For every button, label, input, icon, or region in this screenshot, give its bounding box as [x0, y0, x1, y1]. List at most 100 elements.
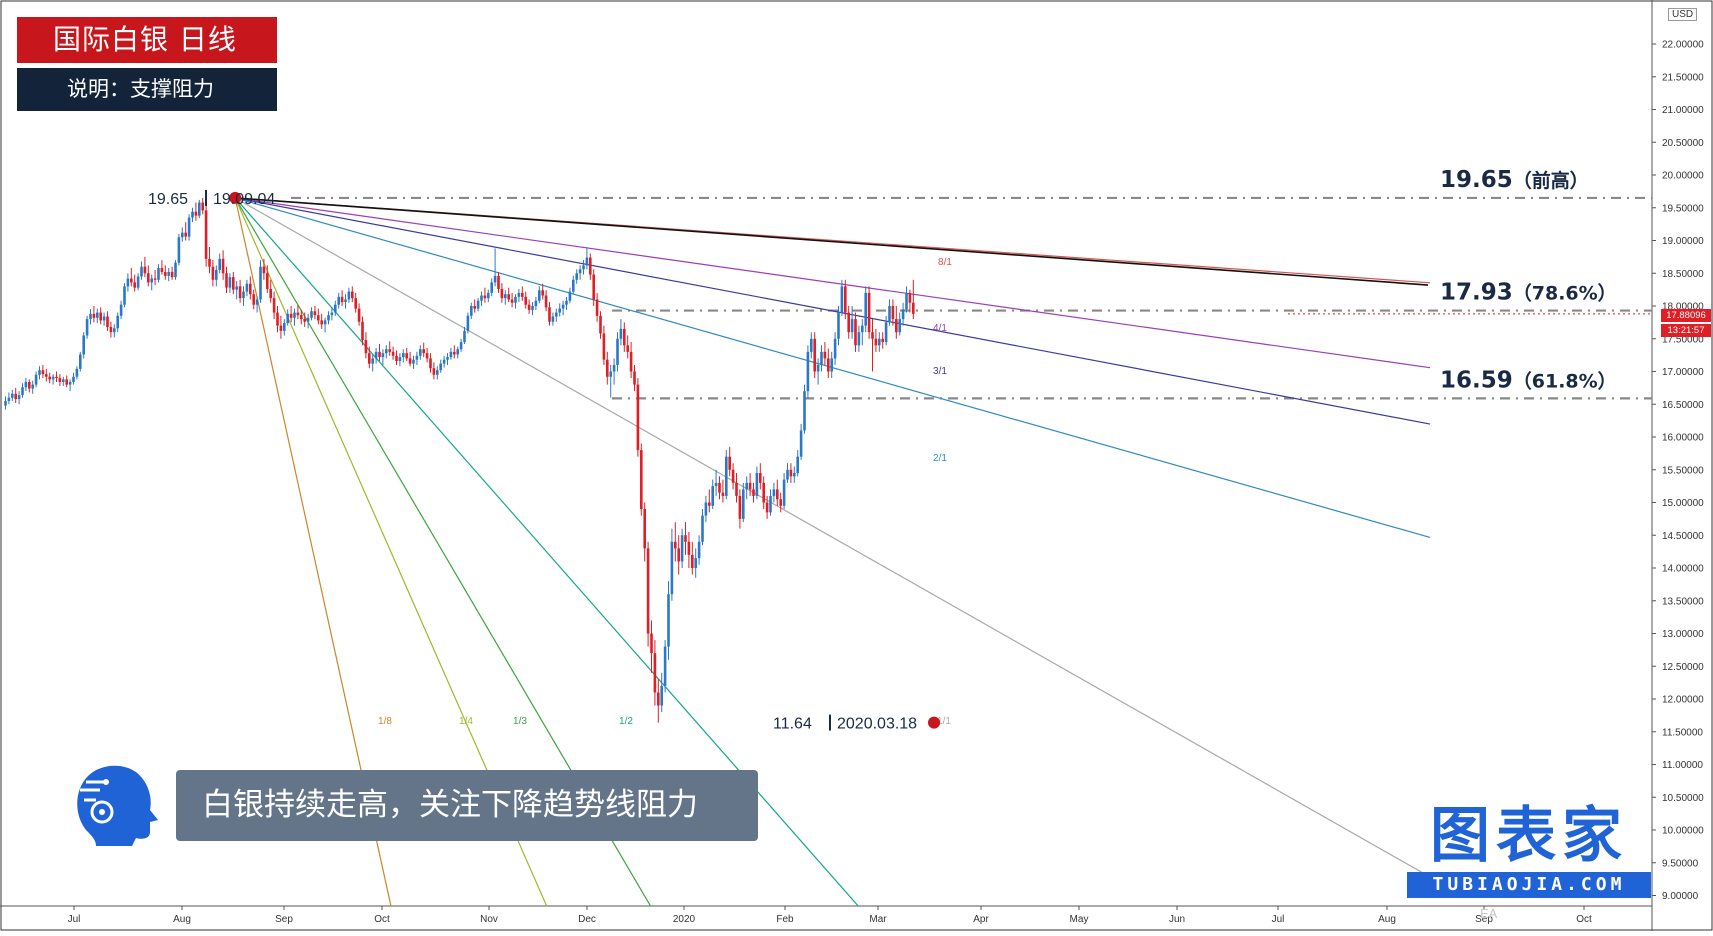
- time-tick-label: Aug: [173, 914, 191, 925]
- brand-logo: 图表家 TUBIAOJIA.COM: [1405, 800, 1653, 900]
- candle-body: [912, 302, 915, 314]
- candle-body: [313, 311, 317, 316]
- candle-body: [595, 299, 599, 316]
- candle-body: [51, 376, 55, 380]
- candle-body: [119, 304, 123, 316]
- candle-body: [368, 353, 371, 364]
- time-tick-label: Jul: [1272, 914, 1285, 925]
- gann-ray: [235, 197, 1431, 369]
- candle-body: [487, 292, 490, 299]
- price-tick-label: 15.50000: [1662, 465, 1704, 476]
- time-tick-label: Sep: [1475, 914, 1493, 925]
- candle-body: [204, 210, 208, 259]
- candle-body: [575, 273, 578, 280]
- candle-body: [844, 286, 847, 313]
- candle-body: [279, 325, 283, 331]
- candle-body: [714, 482, 718, 487]
- candle-body: [765, 502, 769, 513]
- candle-body: [799, 430, 803, 457]
- candle-body: [4, 400, 7, 406]
- candle-body: [735, 482, 738, 496]
- candle-body: [640, 450, 643, 510]
- candle-body: [286, 313, 289, 324]
- candle-body: [439, 363, 442, 371]
- trendline: [235, 197, 1429, 286]
- candle-body: [150, 278, 153, 283]
- candle-body: [157, 268, 160, 280]
- candle-body: [378, 351, 381, 358]
- brand-name: 图表家: [1430, 801, 1628, 871]
- candle-body: [782, 479, 786, 506]
- price-tick-label: 16.50000: [1662, 400, 1704, 411]
- time-tick-label: May: [1070, 914, 1089, 925]
- candle-body: [65, 379, 68, 385]
- candle-body: [650, 633, 653, 654]
- candle-body: [497, 275, 500, 289]
- candle-body: [731, 469, 735, 483]
- time-tick-label: Aug: [1378, 914, 1396, 925]
- gann-ray-label: 1/4: [459, 716, 473, 727]
- candle-body: [585, 257, 589, 266]
- candle-body: [215, 269, 218, 280]
- candle-body: [422, 349, 425, 354]
- candle-body: [599, 315, 602, 334]
- candle-body: [789, 469, 793, 477]
- candle-body: [517, 292, 521, 297]
- candle-body: [334, 304, 337, 313]
- candle-body: [840, 286, 844, 313]
- candle-body: [79, 354, 82, 369]
- candle-body: [908, 292, 912, 303]
- candle-body: [453, 351, 456, 355]
- candle-body: [354, 298, 357, 309]
- candle-body: [218, 258, 221, 270]
- candle-body: [769, 495, 772, 513]
- candle-body: [901, 309, 905, 320]
- candle-body: [330, 312, 334, 316]
- price-tick-label: 21.50000: [1662, 72, 1704, 83]
- candle-body: [534, 300, 538, 306]
- candle-body: [327, 315, 330, 321]
- candle-body: [806, 351, 810, 392]
- watermark: EA: [1480, 906, 1498, 921]
- candle-body: [340, 296, 344, 303]
- gann-ray-label: 1/8: [378, 716, 392, 727]
- gann-ray: [235, 197, 1431, 425]
- gann-ray-label: 3/1: [933, 366, 947, 377]
- candle-body: [85, 319, 89, 336]
- candle-body: [167, 271, 170, 276]
- candle-body: [96, 312, 99, 318]
- candle-body: [555, 312, 558, 317]
- candle-body: [82, 335, 85, 355]
- gann-ray-label: 1/3: [513, 716, 527, 727]
- candle-body: [181, 232, 184, 238]
- candle-body: [551, 316, 555, 322]
- candle-body: [68, 381, 72, 385]
- candle-body: [21, 387, 24, 396]
- candle-body: [126, 278, 130, 287]
- candle-body: [228, 277, 232, 288]
- price-tick-label: 12.00000: [1662, 695, 1704, 706]
- candle-body: [109, 326, 113, 333]
- candle-body: [385, 349, 388, 354]
- candle-body: [140, 266, 143, 277]
- candle-body: [663, 646, 667, 686]
- candle-body: [75, 368, 79, 377]
- candle-body: [14, 393, 17, 400]
- candle-body: [463, 330, 466, 343]
- candle-body: [493, 275, 497, 283]
- price-tick-label: 19.00000: [1662, 236, 1704, 247]
- candle-body: [303, 319, 306, 322]
- candle-body: [878, 338, 881, 346]
- price-tick-label: 20.50000: [1662, 138, 1704, 149]
- gann-ray-label: 4/1: [933, 323, 947, 334]
- candle-body: [701, 515, 704, 542]
- candle-body: [745, 482, 748, 490]
- candle-body: [221, 258, 225, 274]
- candle-body: [208, 258, 211, 267]
- candle-body: [521, 292, 524, 297]
- candle-body: [711, 486, 714, 506]
- candle-body: [242, 291, 245, 299]
